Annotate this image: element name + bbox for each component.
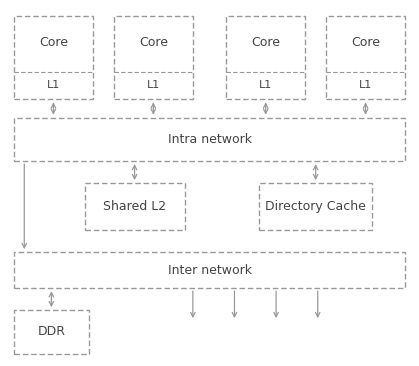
Bar <box>326 16 405 100</box>
Bar <box>14 310 89 354</box>
Bar <box>14 117 405 161</box>
Text: Directory Cache: Directory Cache <box>265 200 366 213</box>
Text: DDR: DDR <box>37 325 65 339</box>
Text: Shared L2: Shared L2 <box>103 200 166 213</box>
Text: L1: L1 <box>359 80 372 90</box>
Text: L1: L1 <box>259 80 272 90</box>
Text: Core: Core <box>139 36 168 49</box>
Bar <box>226 16 305 100</box>
Text: Core: Core <box>251 36 280 49</box>
Text: L1: L1 <box>47 80 60 90</box>
Bar <box>259 183 372 230</box>
Text: Core: Core <box>351 36 380 49</box>
Bar <box>14 16 93 100</box>
Text: Intra network: Intra network <box>168 133 251 146</box>
Text: Inter network: Inter network <box>168 264 251 277</box>
Bar <box>114 16 193 100</box>
Text: Core: Core <box>39 36 68 49</box>
Bar <box>14 252 405 288</box>
Bar <box>85 183 184 230</box>
Text: L1: L1 <box>147 80 160 90</box>
